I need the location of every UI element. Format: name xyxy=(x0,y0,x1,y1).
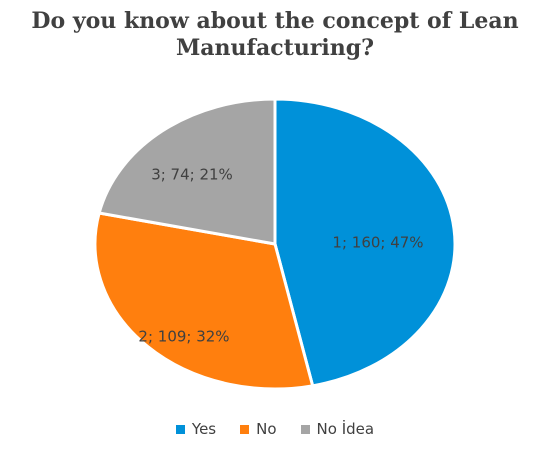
legend-item-no-idea: No İdea xyxy=(300,420,375,438)
pie-slice-no-idea xyxy=(97,97,277,246)
legend-swatch-no-idea xyxy=(300,424,310,434)
chart-title-line-1: Do you know about the concept of Lean xyxy=(31,8,519,34)
legend-swatch-yes xyxy=(175,424,185,434)
legend-label-no: No xyxy=(256,420,277,438)
chart-legend: Yes No No İdea xyxy=(0,420,550,438)
legend-label-no-idea: No İdea xyxy=(316,420,375,438)
legend-swatch-no xyxy=(240,424,250,434)
data-label-no: 2; 109; 32% xyxy=(138,328,229,346)
legend-label-yes: Yes xyxy=(191,420,217,438)
pie-slice-no xyxy=(93,211,315,391)
legend-item-no: No xyxy=(240,420,277,438)
chart-title-line-2: Manufacturing? xyxy=(175,35,375,61)
data-label-yes: 1; 160; 47% xyxy=(332,234,423,252)
pie-slice-yes xyxy=(273,97,457,388)
chart-title: Do you know about the concept of Lean Ma… xyxy=(0,8,550,62)
legend-item-yes: Yes xyxy=(175,420,217,438)
data-label-no-idea: 3; 74; 21% xyxy=(151,166,233,184)
